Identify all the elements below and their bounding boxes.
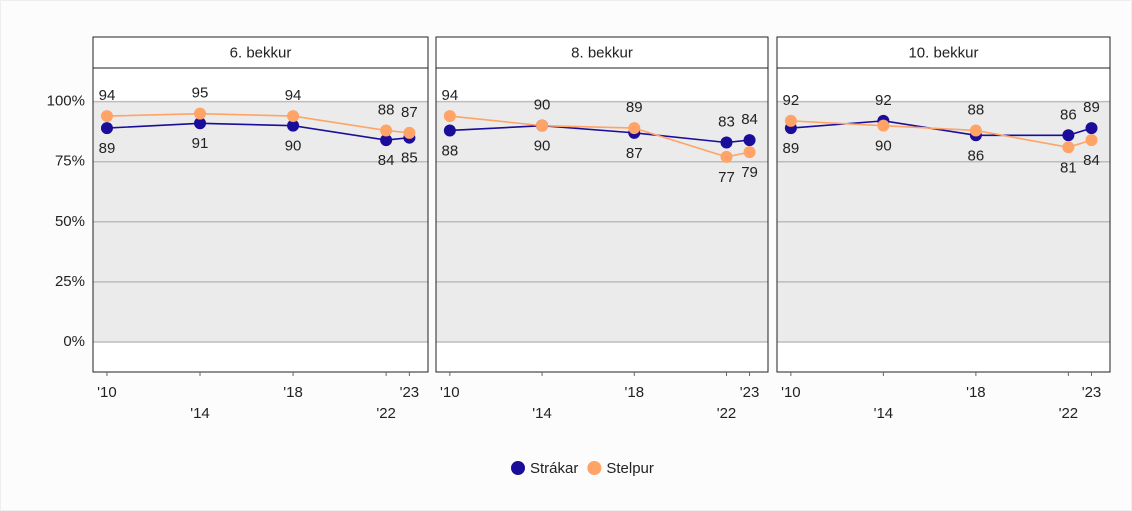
data-label: 84 xyxy=(378,152,395,169)
data-label: 95 xyxy=(192,85,209,102)
legend-marker xyxy=(587,461,602,475)
data-label: 88 xyxy=(968,101,985,118)
data-label: 92 xyxy=(783,92,800,109)
strip xyxy=(92,36,429,69)
x-tick-label: '14 xyxy=(874,405,894,422)
data-label: 87 xyxy=(401,104,418,121)
point xyxy=(380,134,393,147)
y-tick-label: 50% xyxy=(55,213,85,230)
point xyxy=(287,119,300,132)
data-label: 89 xyxy=(626,99,643,116)
data-label: 94 xyxy=(285,87,302,104)
point xyxy=(743,146,756,159)
y-tick-label: 75% xyxy=(55,153,85,170)
legend-label: Stelpur xyxy=(606,460,654,477)
x-tick-label: '18 xyxy=(283,384,303,401)
data-label: 86 xyxy=(1060,106,1077,123)
x-tick-label: '22 xyxy=(376,405,396,422)
point xyxy=(1062,129,1075,142)
data-label: 91 xyxy=(192,135,209,152)
point xyxy=(380,124,393,137)
point xyxy=(720,150,733,163)
data-label: 94 xyxy=(441,87,458,104)
point xyxy=(1085,122,1098,135)
x-tick-label: '14 xyxy=(190,405,210,422)
data-label: 83 xyxy=(718,113,735,130)
data-label: 90 xyxy=(534,138,551,155)
point xyxy=(784,114,797,127)
y-tick-label: 0% xyxy=(63,333,85,350)
data-label: 88 xyxy=(441,142,458,159)
point xyxy=(100,110,113,123)
point xyxy=(194,107,207,120)
data-label: 79 xyxy=(741,164,758,181)
data-label: 77 xyxy=(718,169,735,186)
panel-border xyxy=(92,67,429,373)
data-label: 84 xyxy=(741,111,758,128)
data-label: 92 xyxy=(875,92,892,109)
point xyxy=(443,124,456,137)
data-label: 90 xyxy=(875,138,892,155)
data-label: 89 xyxy=(783,140,800,157)
x-tick-label: '22 xyxy=(717,405,737,422)
point xyxy=(403,126,416,139)
data-label: 90 xyxy=(285,138,302,155)
strip xyxy=(776,36,1111,69)
point xyxy=(287,110,300,123)
panel-border xyxy=(776,67,1111,373)
data-label: 88 xyxy=(378,101,395,118)
x-tick-label: '10 xyxy=(440,384,460,401)
x-tick-label: '22 xyxy=(1059,405,1079,422)
panel-title: 10. bekkur xyxy=(908,44,978,61)
point xyxy=(443,110,456,123)
point xyxy=(100,122,113,135)
point xyxy=(720,136,733,149)
x-tick-label: '10 xyxy=(781,384,801,401)
x-tick-label: '23 xyxy=(740,384,760,401)
y-tick-label: 25% xyxy=(55,273,85,290)
point xyxy=(877,119,890,132)
data-label: 87 xyxy=(626,145,643,162)
legend-label: Strákar xyxy=(530,460,578,477)
data-label: 84 xyxy=(1083,152,1100,169)
point xyxy=(743,134,756,147)
x-tick-label: '18 xyxy=(966,384,986,401)
x-tick-label: '10 xyxy=(97,384,117,401)
panel-title: 6. bekkur xyxy=(230,44,292,61)
point xyxy=(1085,134,1098,147)
point xyxy=(194,117,207,130)
panel-border xyxy=(435,67,769,373)
point xyxy=(628,122,641,135)
data-label: 90 xyxy=(534,97,551,114)
point xyxy=(1062,141,1075,154)
legend-marker xyxy=(511,461,525,475)
data-label: 89 xyxy=(1083,99,1100,116)
x-tick-label: '23 xyxy=(400,384,420,401)
x-tick-label: '23 xyxy=(1082,384,1102,401)
x-tick-label: '14 xyxy=(532,405,552,422)
data-label: 85 xyxy=(401,150,418,167)
y-tick-label: 100% xyxy=(47,93,85,110)
data-label: 94 xyxy=(99,87,116,104)
point xyxy=(969,124,982,137)
data-label: 81 xyxy=(1060,159,1077,176)
x-tick-label: '18 xyxy=(624,384,644,401)
point xyxy=(536,119,549,132)
data-label: 89 xyxy=(99,140,116,157)
data-label: 86 xyxy=(968,147,985,164)
panel-title: 8. bekkur xyxy=(571,44,633,61)
